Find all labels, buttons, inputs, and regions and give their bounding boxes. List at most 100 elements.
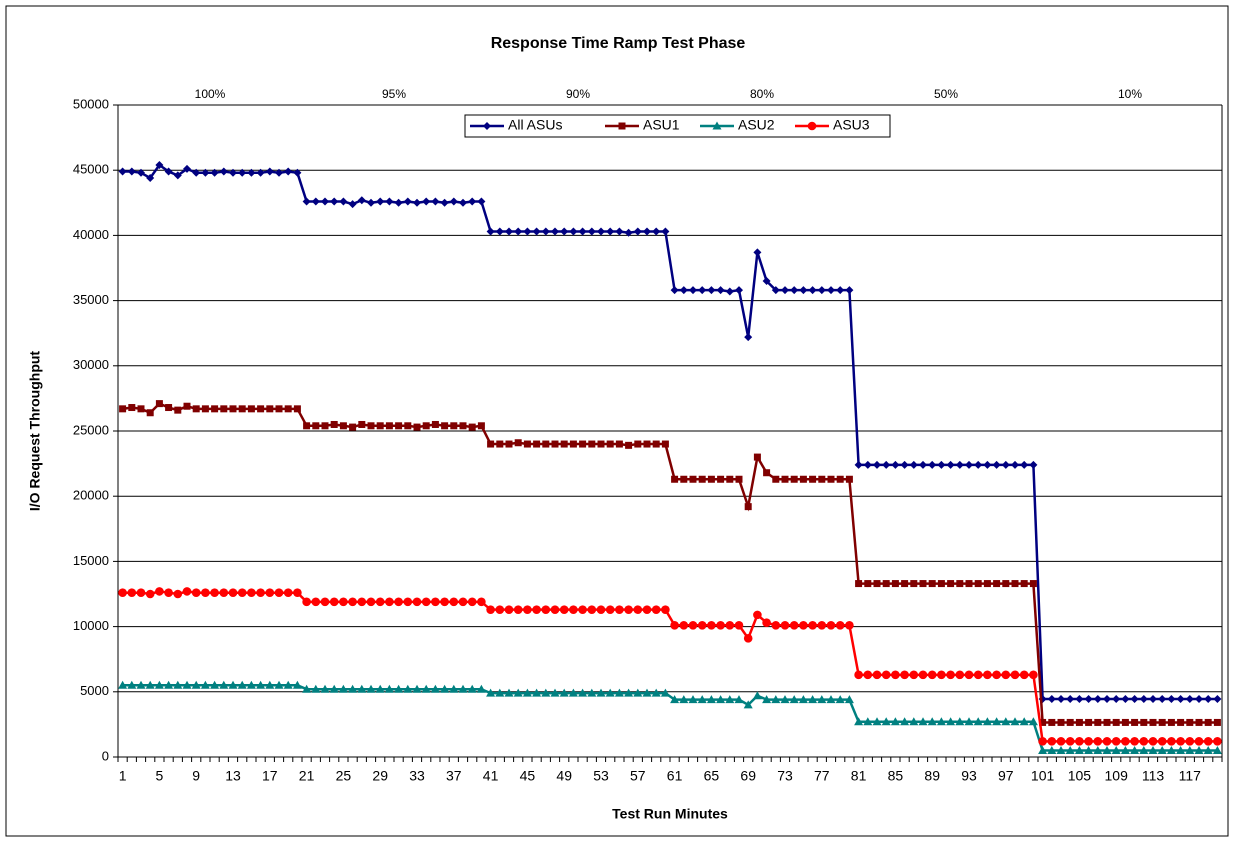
data-point	[1111, 745, 1121, 754]
data-point	[790, 475, 798, 483]
data-point	[136, 680, 146, 689]
data-point	[973, 670, 983, 680]
data-point	[634, 440, 642, 448]
y-tick-label: 10000	[73, 618, 109, 633]
data-point	[413, 423, 421, 431]
data-point	[1203, 737, 1213, 746]
data-point	[1065, 745, 1075, 754]
legend-marker	[712, 121, 722, 130]
data-point	[320, 597, 330, 607]
data-point	[762, 618, 771, 627]
data-point	[541, 688, 551, 697]
data-point	[1084, 745, 1094, 754]
data-point	[302, 197, 311, 206]
data-point	[918, 670, 928, 680]
data-point	[982, 717, 992, 726]
data-point	[965, 460, 973, 469]
data-point	[873, 460, 881, 469]
data-point	[1047, 694, 1056, 703]
data-point	[127, 167, 136, 176]
data-point	[992, 460, 1001, 469]
data-point	[716, 695, 726, 704]
data-point	[854, 717, 864, 726]
data-point	[449, 197, 458, 206]
x-tick-label: 81	[851, 768, 867, 784]
data-point	[265, 588, 275, 597]
data-point	[808, 620, 817, 630]
data-point	[1149, 694, 1157, 703]
data-point	[422, 422, 430, 430]
data-point	[1195, 718, 1203, 726]
data-point	[1019, 717, 1029, 726]
x-tick-label: 89	[924, 768, 940, 784]
data-point	[744, 333, 753, 342]
data-point	[1020, 580, 1028, 588]
data-point	[1001, 717, 1011, 726]
data-point	[173, 680, 183, 689]
data-point	[992, 670, 1001, 680]
data-point	[1112, 694, 1121, 703]
data-point	[1139, 694, 1148, 703]
data-point	[1194, 745, 1204, 754]
data-point	[486, 688, 496, 697]
data-point	[1093, 745, 1103, 754]
data-point	[1084, 694, 1093, 703]
data-point	[633, 227, 642, 236]
data-point	[496, 440, 504, 448]
data-point	[367, 198, 375, 207]
data-point	[974, 460, 983, 469]
data-point	[642, 605, 652, 614]
data-point	[725, 620, 735, 630]
data-point	[357, 597, 367, 607]
data-point	[523, 440, 531, 448]
data-point	[1066, 718, 1074, 726]
data-point	[919, 460, 927, 469]
data-point	[1075, 718, 1083, 726]
data-point	[1213, 737, 1222, 746]
data-point	[1075, 737, 1084, 746]
data-point	[275, 405, 283, 413]
data-point	[660, 688, 670, 697]
y-tick-label: 25000	[73, 422, 109, 437]
data-point	[532, 605, 541, 614]
data-point	[955, 460, 964, 469]
data-point	[339, 422, 347, 430]
data-point	[1185, 737, 1195, 746]
data-point	[955, 670, 965, 680]
data-point	[532, 688, 542, 697]
data-point	[118, 680, 128, 689]
data-point	[827, 475, 835, 483]
data-point	[274, 680, 284, 689]
data-point	[523, 605, 532, 614]
data-point	[385, 197, 394, 206]
data-point	[522, 688, 532, 697]
data-point	[882, 460, 891, 469]
data-point	[1167, 694, 1176, 703]
y-tick-label: 20000	[73, 488, 109, 503]
data-point	[587, 227, 596, 236]
data-point	[164, 680, 174, 689]
data-point	[725, 287, 734, 296]
data-point	[909, 670, 919, 680]
data-point	[927, 717, 937, 726]
data-point	[551, 440, 559, 448]
data-point	[946, 670, 955, 680]
data-point	[532, 227, 541, 236]
data-point	[1185, 694, 1194, 703]
data-point	[689, 286, 697, 295]
data-point	[320, 684, 330, 693]
data-point	[624, 688, 634, 697]
data-point	[614, 688, 624, 697]
data-point	[385, 597, 394, 607]
x-tick-label: 9	[192, 768, 200, 784]
data-point	[605, 605, 615, 614]
data-point	[164, 167, 173, 176]
data-point	[210, 588, 219, 597]
y-tick-label: 35000	[73, 292, 109, 307]
data-point	[256, 168, 265, 177]
data-point	[440, 198, 449, 207]
data-point	[321, 197, 329, 206]
data-point	[827, 286, 835, 295]
data-point	[753, 248, 762, 257]
data-point	[200, 680, 210, 689]
